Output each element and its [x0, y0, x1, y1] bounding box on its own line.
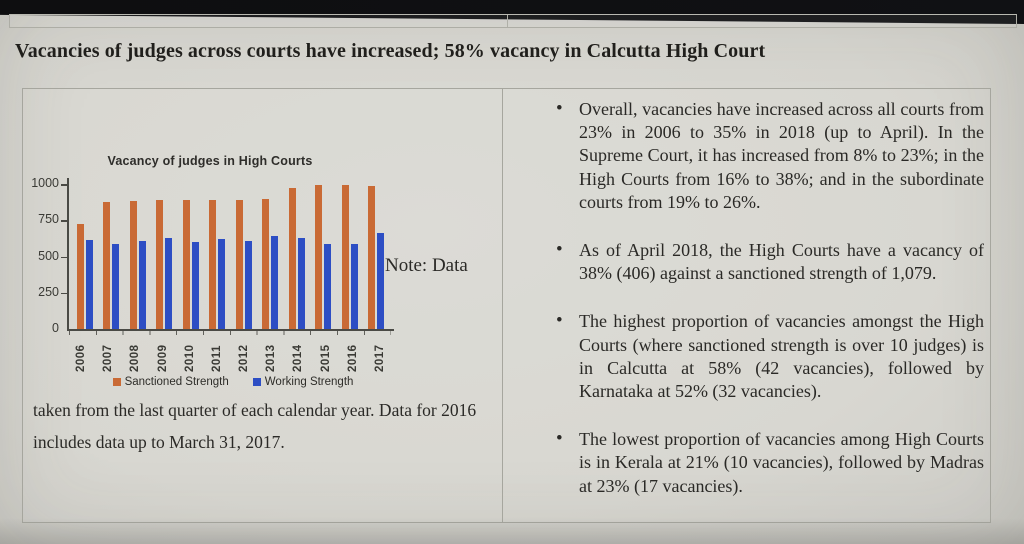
- y-tick-label-1000: 1000: [31, 176, 59, 190]
- legend-item-working-strength: Working Strength: [252, 376, 354, 388]
- y-tick-mark-250: [61, 292, 68, 295]
- y-tick-label-0: 0: [52, 321, 59, 335]
- bar-group-2017: [367, 184, 384, 329]
- y-tick-mark-500: [61, 256, 68, 258]
- bar-sanctioned-strength-2014: [288, 187, 296, 329]
- bar-group-2009: [156, 184, 173, 329]
- y-axis-labels: 0 250 500 750 1000: [23, 89, 59, 349]
- bullets-panel: Overall, vacancies have increased across…: [503, 89, 990, 522]
- bar-sanctioned-strength-2015: [315, 184, 323, 329]
- x-axis-line: [67, 329, 394, 331]
- x-tick-label-2015: 2015: [319, 344, 332, 372]
- bar-group-2014: [288, 184, 305, 329]
- bar-group-2007: [103, 184, 120, 329]
- bar-sanctioned-strength-2016: [341, 185, 349, 329]
- bar-sanctioned-strength-2008: [129, 200, 137, 329]
- content-table: Vacancy of judges in High Courts 0 250 500…: [22, 88, 991, 523]
- bar-group-2011: [209, 184, 226, 329]
- bar-working-strength-2009: [165, 237, 173, 329]
- bullet-item-overall-vacancies: Overall, vacancies have increased across…: [541, 97, 984, 214]
- bar-group-2013: [262, 184, 279, 329]
- y-tick-mark-1000: [61, 184, 68, 186]
- bar-group-2016: [341, 184, 358, 329]
- note-label: Note: Data: [385, 255, 468, 276]
- y-tick-mark-750: [61, 220, 68, 222]
- x-axis-year-labels: 2006 2007 2008 2009 2010 2011 2012 2013 2014 2015…: [69, 336, 389, 374]
- legend-label-sanctioned-strength: Sanctioned Strength: [124, 376, 229, 388]
- bar-working-strength-2014: [297, 238, 305, 329]
- x-tick-label-2008: 2008: [129, 344, 142, 372]
- bullet-item-lowest-proportion: The lowest proportion of vacancies among…: [541, 427, 984, 498]
- bar-sanctioned-strength-2007: [103, 202, 111, 329]
- chart-legend: Sanctioned Strength Working Strength: [63, 376, 403, 388]
- bullet-item-april-2018: As of April 2018, the High Courts have a…: [541, 238, 984, 285]
- bar-working-strength-2010: [191, 242, 199, 329]
- bar-group-2012: [235, 184, 252, 329]
- x-tick-label-2016: 2016: [346, 344, 359, 372]
- x-tick-label-2009: 2009: [156, 344, 169, 372]
- chart-panel: Vacancy of judges in High Courts 0 250 500…: [23, 89, 500, 522]
- bar-working-strength-2012: [244, 240, 252, 329]
- bar-sanctioned-strength-2012: [235, 199, 243, 329]
- bar-working-strength-2007: [112, 244, 120, 329]
- x-axis-ticks: [69, 331, 391, 335]
- bar-sanctioned-strength-2009: [156, 199, 164, 329]
- column-divider: [502, 89, 503, 522]
- x-tick-label-2007: 2007: [102, 344, 115, 372]
- legend-label-working-strength: Working Strength: [264, 376, 354, 388]
- bar-group-2006: [77, 184, 93, 329]
- bar-working-strength-2011: [218, 239, 226, 329]
- bar-working-strength-2017: [376, 232, 384, 329]
- x-tick-label-2014: 2014: [292, 344, 305, 372]
- bar-working-strength-2006: [86, 239, 93, 329]
- bar-sanctioned-strength-2006: [77, 223, 84, 329]
- bar-sanctioned-strength-2017: [367, 186, 375, 329]
- y-tick-label-750: 750: [38, 212, 59, 227]
- y-tick-label-500: 500: [38, 248, 59, 263]
- legend-swatch-working-strength: [252, 378, 261, 386]
- page-heading: Vacancies of judges across courts have i…: [15, 40, 766, 62]
- bullet-item-highest-proportion: The highest proportion of vacancies amon…: [541, 309, 984, 403]
- legend-swatch-sanctioned-strength: [112, 378, 121, 386]
- x-tick-label-2011: 2011: [210, 345, 223, 372]
- chart-title: Vacancy of judges in High Courts: [107, 154, 313, 168]
- bar-group-2010: [182, 184, 199, 329]
- x-tick-label-2010: 2010: [183, 344, 196, 372]
- x-tick-label-2013: 2013: [265, 344, 278, 372]
- bar-sanctioned-strength-2011: [209, 199, 217, 329]
- bar-sanctioned-strength-2013: [262, 198, 270, 329]
- previous-table-row-sliver: [9, 14, 1017, 28]
- bar-working-strength-2015: [324, 243, 332, 329]
- previous-row-column-divider: [507, 15, 508, 27]
- bar-working-strength-2008: [138, 241, 146, 329]
- x-tick-label-2012: 2012: [238, 344, 251, 372]
- legend-item-sanctioned-strength: Sanctioned Strength: [112, 376, 229, 388]
- y-axis-line: [67, 178, 69, 330]
- x-tick-label-2006: 2006: [75, 344, 87, 372]
- bar-working-strength-2013: [271, 236, 279, 329]
- bar-group-2008: [129, 184, 146, 329]
- bar-working-strength-2016: [350, 243, 358, 329]
- bullet-list: Overall, vacancies have increased across…: [541, 97, 984, 498]
- bar-group-2015: [315, 184, 332, 329]
- note-paragraph: taken from the last quarter of each cale…: [33, 400, 477, 452]
- x-tick-label-2017: 2017: [373, 344, 386, 372]
- plot-area: [69, 184, 389, 329]
- bar-sanctioned-strength-2010: [182, 199, 190, 329]
- y-tick-label-250: 250: [38, 284, 59, 299]
